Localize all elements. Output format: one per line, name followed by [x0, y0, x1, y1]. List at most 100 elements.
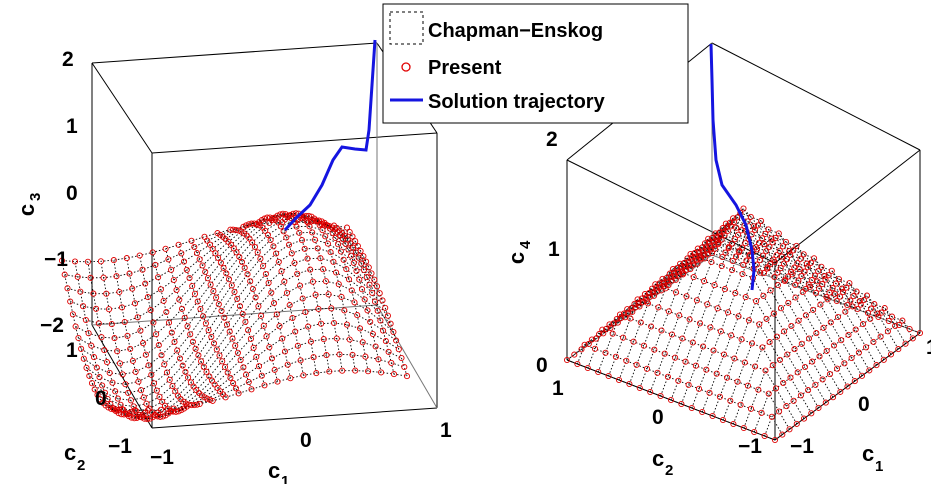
present-marker	[728, 332, 735, 339]
present-marker	[309, 229, 316, 236]
present-marker	[888, 313, 896, 320]
present-marker	[645, 290, 653, 297]
present-marker	[322, 233, 329, 240]
present-marker	[382, 338, 389, 345]
present-marker	[808, 277, 815, 284]
present-marker	[367, 318, 374, 325]
present-marker	[138, 387, 145, 394]
present-marker	[330, 319, 338, 327]
present-marker	[674, 268, 682, 275]
mesh-line	[256, 217, 317, 374]
present-marker	[84, 258, 91, 265]
present-marker	[363, 258, 370, 265]
present-marker	[336, 351, 343, 358]
present-marker	[696, 320, 704, 327]
mesh-line	[116, 338, 402, 416]
present-marker	[245, 221, 252, 228]
present-marker	[730, 215, 737, 222]
present-marker	[292, 328, 299, 335]
right-x-tick: 0	[858, 393, 870, 416]
present-marker	[794, 369, 801, 376]
present-marker	[621, 314, 629, 321]
present-marker	[654, 288, 661, 295]
present-marker	[682, 358, 689, 365]
present-marker	[158, 352, 165, 359]
present-marker	[770, 256, 777, 263]
present-marker	[614, 319, 621, 326]
present-marker	[385, 348, 392, 355]
present-marker	[873, 362, 880, 369]
present-marker	[330, 258, 337, 265]
present-marker	[136, 252, 143, 259]
present-marker	[887, 351, 895, 358]
present-marker	[403, 373, 411, 380]
present-marker	[596, 331, 603, 338]
present-marker	[364, 307, 371, 314]
present-marker	[130, 403, 137, 410]
present-marker	[352, 367, 359, 374]
present-marker	[104, 395, 111, 403]
present-marker	[83, 364, 90, 371]
present-marker	[270, 243, 277, 250]
present-marker	[731, 355, 738, 362]
present-marker	[711, 282, 718, 289]
present-marker	[694, 245, 701, 252]
left-solution-trajectory	[283, 39, 377, 232]
present-marker	[126, 270, 133, 277]
right-z-tick: 2	[546, 128, 558, 151]
present-marker	[735, 313, 742, 320]
present-marker	[335, 281, 342, 288]
present-marker	[324, 240, 331, 247]
present-marker	[251, 243, 259, 251]
present-marker	[906, 325, 913, 333]
present-marker	[747, 405, 755, 412]
present-marker	[214, 230, 221, 237]
present-marker	[808, 410, 815, 417]
present-marker	[206, 373, 213, 380]
mesh-line	[732, 282, 879, 425]
present-marker	[760, 269, 768, 277]
present-marker	[220, 264, 227, 271]
present-marker	[80, 303, 87, 310]
present-marker	[109, 379, 116, 386]
present-marker	[875, 313, 882, 321]
present-marker	[371, 298, 379, 305]
left-z-tick: 2	[62, 48, 74, 71]
present-marker	[268, 355, 276, 362]
present-marker	[681, 259, 688, 266]
present-marker	[585, 340, 592, 347]
present-marker	[110, 257, 117, 264]
left-y-tick: 0	[95, 387, 107, 410]
present-marker	[226, 328, 233, 335]
present-marker	[712, 230, 719, 237]
present-marker	[699, 408, 706, 416]
present-marker	[223, 270, 230, 277]
present-marker	[157, 413, 164, 420]
present-marker	[242, 318, 249, 325]
present-marker	[708, 258, 715, 266]
present-marker	[878, 309, 885, 316]
present-marker	[93, 364, 100, 371]
present-marker	[373, 283, 381, 290]
present-marker	[783, 403, 790, 410]
present-marker	[163, 308, 170, 316]
present-marker	[169, 382, 176, 390]
present-marker	[657, 392, 664, 400]
present-marker	[609, 330, 616, 337]
present-marker	[314, 245, 321, 252]
present-marker	[818, 263, 825, 270]
present-marker	[672, 276, 679, 283]
present-marker	[279, 219, 286, 226]
present-marker	[275, 258, 282, 265]
present-marker	[624, 306, 631, 313]
present-marker	[700, 343, 707, 350]
present-marker	[127, 345, 134, 352]
present-marker	[382, 304, 389, 311]
present-marker	[704, 301, 711, 308]
present-marker	[90, 354, 98, 361]
present-marker	[692, 253, 699, 260]
present-marker	[821, 273, 828, 280]
present-marker	[701, 278, 708, 285]
present-marker	[171, 338, 178, 345]
present-marker	[717, 328, 724, 335]
